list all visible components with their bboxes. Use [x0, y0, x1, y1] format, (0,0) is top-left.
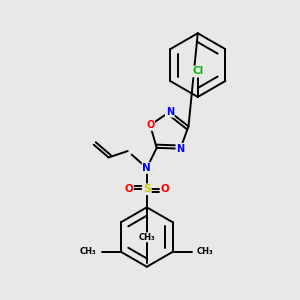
- Text: O: O: [124, 184, 133, 194]
- Text: N: N: [176, 144, 184, 154]
- Text: CH₃: CH₃: [197, 248, 214, 256]
- Text: O: O: [146, 120, 154, 130]
- Text: N: N: [142, 163, 151, 173]
- Text: N: N: [166, 107, 174, 117]
- Text: O: O: [160, 184, 169, 194]
- Text: CH₃: CH₃: [139, 233, 155, 242]
- Text: CH₃: CH₃: [80, 248, 97, 256]
- Text: Cl: Cl: [192, 66, 203, 76]
- Text: S: S: [143, 184, 151, 194]
